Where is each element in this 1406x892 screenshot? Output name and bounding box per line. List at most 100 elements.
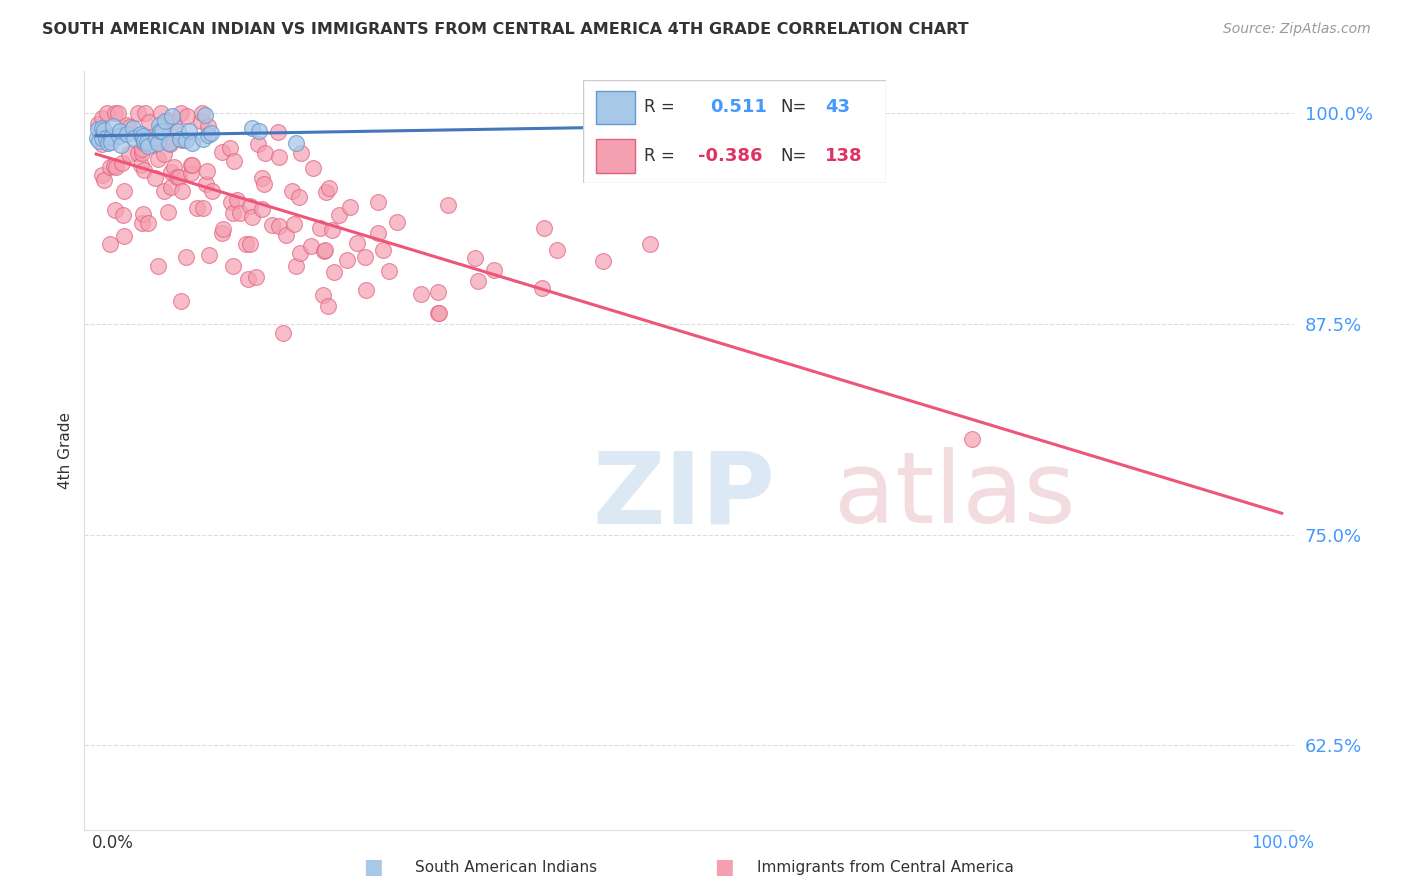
FancyBboxPatch shape <box>583 80 886 183</box>
Point <box>312 244 335 258</box>
Text: 138: 138 <box>825 146 863 165</box>
Point <box>111 156 134 170</box>
Point <box>146 260 169 274</box>
Point <box>222 206 245 220</box>
Point <box>174 133 197 147</box>
Point <box>134 106 156 120</box>
Point <box>145 131 167 145</box>
Point <box>180 158 202 172</box>
Point <box>86 117 108 131</box>
Point <box>153 114 176 128</box>
Point <box>152 184 174 198</box>
Point <box>108 124 131 138</box>
Point <box>156 204 179 219</box>
Point <box>235 237 257 252</box>
Point <box>592 254 614 268</box>
Point <box>426 306 449 320</box>
Text: 0.511: 0.511 <box>710 98 768 117</box>
Point <box>174 250 197 264</box>
Point <box>170 106 193 120</box>
Point <box>274 227 297 242</box>
Point <box>285 260 308 274</box>
Point <box>194 108 217 122</box>
Point <box>211 226 233 240</box>
Point <box>150 124 173 138</box>
Point <box>354 283 377 297</box>
Point <box>107 128 129 143</box>
Point <box>638 236 661 251</box>
Point <box>253 178 276 192</box>
Point <box>160 165 183 179</box>
Point <box>266 124 288 138</box>
Point <box>146 136 169 151</box>
Point <box>378 264 401 278</box>
Point <box>166 170 188 185</box>
Point <box>283 217 305 231</box>
Point <box>354 250 377 264</box>
Point <box>176 109 198 123</box>
Point <box>172 133 194 147</box>
Point <box>132 131 155 145</box>
Point <box>150 106 173 120</box>
Text: 43: 43 <box>825 98 851 117</box>
Point <box>316 299 339 313</box>
Point <box>97 136 120 150</box>
Text: ZIP: ZIP <box>592 448 775 544</box>
Point <box>201 184 224 198</box>
Point <box>427 285 450 299</box>
Point <box>91 121 114 136</box>
Point <box>285 136 308 150</box>
Point <box>136 216 159 230</box>
Point <box>250 170 273 185</box>
Point <box>104 203 127 218</box>
Point <box>411 286 433 301</box>
Point <box>157 112 180 127</box>
Point <box>159 137 181 152</box>
Point <box>247 124 270 138</box>
Point <box>122 130 145 145</box>
Point <box>112 228 135 243</box>
Point <box>240 121 263 136</box>
Point <box>336 252 359 267</box>
Point <box>127 145 149 160</box>
Point <box>195 178 218 192</box>
Point <box>236 272 259 286</box>
Point <box>179 123 201 137</box>
Point <box>290 145 312 160</box>
Text: Immigrants from Central America: Immigrants from Central America <box>758 860 1014 874</box>
Text: ■: ■ <box>363 857 382 877</box>
Point <box>315 185 337 199</box>
Point <box>197 128 219 142</box>
Point <box>167 124 190 138</box>
Point <box>112 184 135 198</box>
Point <box>91 130 114 145</box>
Point <box>482 262 505 277</box>
Point <box>367 226 389 240</box>
Point <box>190 114 212 128</box>
Point <box>149 123 172 137</box>
Point <box>169 132 191 146</box>
Point <box>224 153 246 168</box>
Point <box>131 146 153 161</box>
Point <box>96 106 118 120</box>
Point <box>100 130 122 145</box>
Point <box>90 168 112 182</box>
Point <box>93 173 115 187</box>
Text: N=: N= <box>780 146 807 165</box>
Text: R =: R = <box>644 146 675 165</box>
Point <box>122 121 145 136</box>
Point <box>86 131 108 145</box>
Point <box>134 162 156 177</box>
Point <box>105 160 128 174</box>
Point <box>385 214 408 228</box>
Point <box>299 239 322 253</box>
Point <box>328 208 350 222</box>
Point <box>143 170 166 185</box>
Text: N=: N= <box>780 98 807 117</box>
Point <box>103 160 125 174</box>
FancyBboxPatch shape <box>596 91 636 124</box>
Text: R =: R = <box>644 98 675 117</box>
Point <box>322 265 344 279</box>
Point <box>280 184 302 198</box>
Point <box>157 136 180 150</box>
